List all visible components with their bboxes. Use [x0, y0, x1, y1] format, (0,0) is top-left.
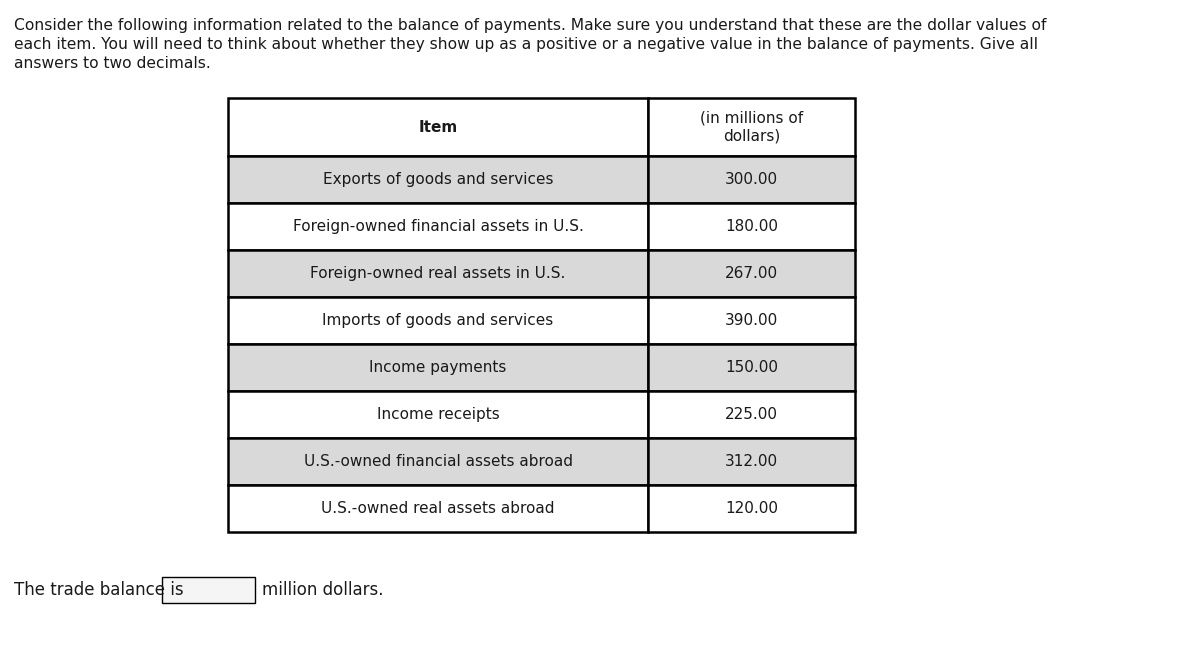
Text: Income receipts: Income receipts	[377, 407, 499, 422]
Bar	[228, 156, 648, 203]
Text: answers to two decimals.: answers to two decimals.	[14, 56, 211, 71]
Text: 120.00: 120.00	[725, 501, 778, 516]
Text: 390.00: 390.00	[725, 313, 778, 328]
Text: 300.00: 300.00	[725, 172, 778, 187]
Text: 150.00: 150.00	[725, 360, 778, 375]
Bar	[648, 156, 854, 203]
Text: each item. You will need to think about whether they show up as a positive or a : each item. You will need to think about …	[14, 37, 1038, 52]
Text: Foreign-owned real assets in U.S.: Foreign-owned real assets in U.S.	[311, 266, 565, 281]
Text: Exports of goods and services: Exports of goods and services	[323, 172, 553, 187]
Text: U.S.-owned financial assets abroad: U.S.-owned financial assets abroad	[304, 454, 572, 469]
Bar	[648, 344, 854, 391]
Bar	[228, 391, 648, 438]
Bar	[228, 485, 648, 532]
Text: Foreign-owned financial assets in U.S.: Foreign-owned financial assets in U.S.	[293, 219, 583, 234]
Text: million dollars.: million dollars.	[262, 581, 384, 599]
Bar	[228, 297, 648, 344]
Text: 267.00: 267.00	[725, 266, 778, 281]
Text: Imports of goods and services: Imports of goods and services	[323, 313, 553, 328]
Bar	[648, 98, 854, 156]
Bar	[162, 577, 256, 603]
Text: The trade balance is: The trade balance is	[14, 581, 184, 599]
Bar	[228, 438, 648, 485]
Bar	[648, 438, 854, 485]
Text: Consider the following information related to the balance of payments. Make sure: Consider the following information relat…	[14, 18, 1046, 33]
Text: 180.00: 180.00	[725, 219, 778, 234]
Bar	[228, 250, 648, 297]
Bar	[648, 391, 854, 438]
Bar	[648, 297, 854, 344]
Text: U.S.-owned real assets abroad: U.S.-owned real assets abroad	[322, 501, 554, 516]
Bar	[228, 203, 648, 250]
Text: (in millions of
dollars): (in millions of dollars)	[700, 111, 803, 143]
Bar	[648, 250, 854, 297]
Bar	[648, 203, 854, 250]
Bar	[648, 485, 854, 532]
Text: 312.00: 312.00	[725, 454, 778, 469]
Text: Income payments: Income payments	[370, 360, 506, 375]
Text: Item: Item	[419, 120, 457, 135]
Text: 225.00: 225.00	[725, 407, 778, 422]
Bar	[228, 98, 648, 156]
Bar	[228, 344, 648, 391]
